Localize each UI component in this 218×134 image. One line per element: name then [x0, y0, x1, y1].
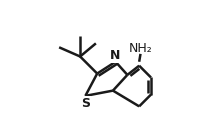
Text: N: N: [110, 49, 120, 62]
Text: NH₂: NH₂: [129, 42, 152, 55]
Text: S: S: [81, 97, 90, 110]
